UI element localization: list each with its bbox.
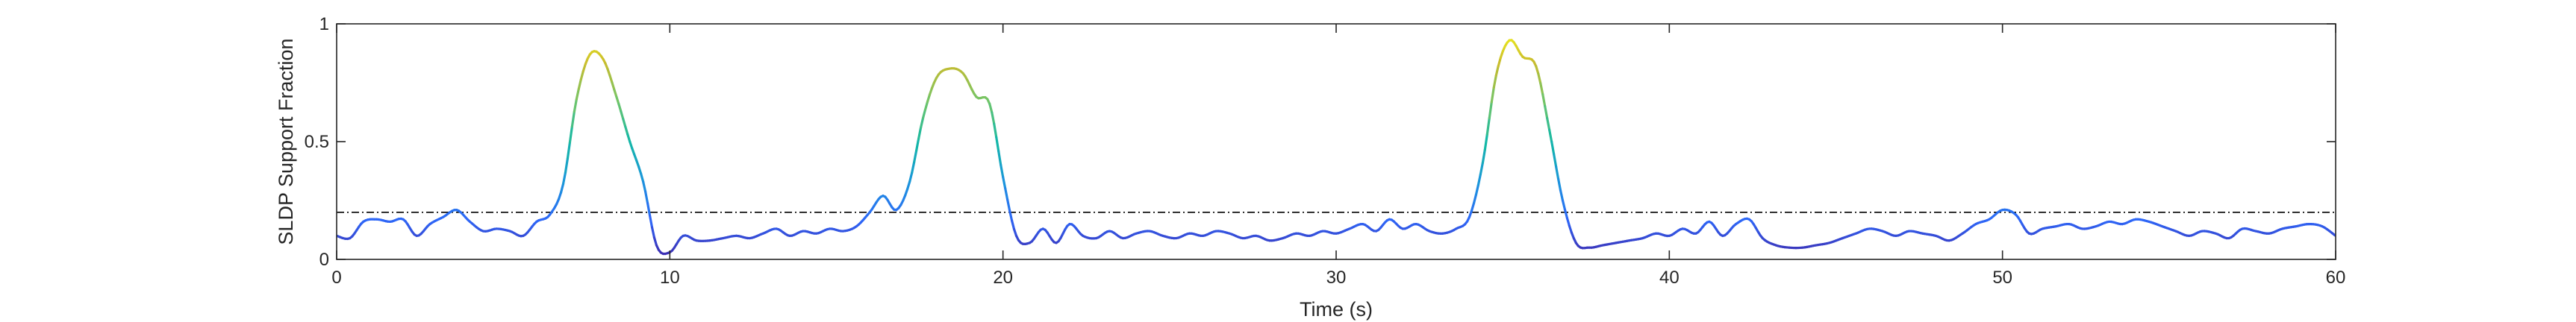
series-line-segment [642, 180, 647, 193]
series-line-segment [1481, 148, 1486, 165]
series-line-segment [637, 165, 643, 175]
series-line-segment [1494, 65, 1500, 78]
series-line-segment [559, 183, 565, 194]
series-line-segment [577, 78, 582, 90]
series-line-segment [921, 108, 927, 119]
series-line-segment [613, 88, 618, 98]
y-tick-label: 1 [319, 14, 329, 34]
series-line-segment [570, 110, 576, 128]
series-line-segment [1006, 198, 1011, 212]
series-line-segment [911, 161, 916, 174]
x-tick-label: 10 [660, 268, 680, 288]
series-line-segment [640, 172, 645, 183]
series-line-segment [1476, 173, 1482, 186]
series-line-segment [1479, 161, 1484, 176]
series-line-segment [564, 157, 570, 174]
series-line-segment [1553, 152, 1558, 168]
series-line-segment [995, 136, 1000, 153]
series-line-segment [1544, 104, 1549, 120]
x-tick-label: 50 [1992, 268, 2012, 288]
series-line-segment [1535, 65, 1540, 75]
series-line-segment [1474, 183, 1480, 196]
series-line-segment [1483, 133, 1488, 151]
series-line-segment [1488, 101, 1493, 119]
series-line-segment [608, 74, 614, 84]
series-line-segment [617, 102, 623, 113]
series-line-segment [1556, 177, 1562, 192]
series-line-segment [1472, 193, 1478, 205]
series-line-segment [1563, 208, 1569, 220]
series-line-segment [1537, 72, 1542, 85]
series-line-segment [624, 125, 629, 136]
series-line-segment [568, 125, 574, 144]
series-line-segment [1485, 116, 1491, 136]
series-line-segment [915, 137, 920, 152]
series-line-segment [1010, 219, 1016, 231]
y-tick-label: 0.5 [305, 132, 329, 152]
series-line-segment [1559, 189, 1565, 202]
series-line-segment [575, 87, 580, 101]
series-line-segment [991, 111, 996, 125]
series-line-segment [919, 116, 925, 129]
series-line-segment [999, 163, 1005, 178]
series-line-segment [906, 180, 911, 191]
x-tick-label: 0 [331, 268, 341, 288]
series-line-segment [1548, 128, 1553, 143]
data-series-line [337, 39, 2336, 256]
x-tick-label: 20 [993, 268, 1013, 288]
series-line-segment [646, 202, 652, 217]
series-line-segment [573, 98, 578, 113]
series-line-segment [1004, 186, 1009, 201]
series-line-segment [611, 81, 616, 92]
series-line-segment [988, 102, 994, 114]
series-line-segment [997, 150, 1002, 166]
series-line-segment [1554, 165, 1560, 180]
x-tick-label: 40 [1659, 268, 1680, 288]
series-line-segment [993, 122, 998, 139]
x-axis-label: Time (s) [1300, 298, 1373, 321]
series-line-segment [923, 101, 929, 111]
y-axis-label: SLDP Support Fraction [275, 38, 297, 244]
series-line-segment [626, 133, 631, 143]
series-line-segment [566, 141, 572, 160]
series-line-segment [648, 214, 654, 229]
series-line-segment [1492, 74, 1497, 89]
plot-frame [336, 23, 2336, 260]
series-line-segment [620, 110, 625, 121]
series-line-segment [1565, 217, 1571, 227]
series-line-segment [643, 190, 649, 205]
series-line-segment [561, 171, 567, 186]
series-line-segment [1002, 175, 1007, 190]
x-tick-label: 30 [1326, 268, 1347, 288]
series-line-segment [1561, 199, 1567, 211]
series-line-segment [579, 69, 584, 81]
series-line-segment [926, 93, 932, 104]
series-line-segment [1546, 116, 1551, 131]
series-line-segment [615, 95, 620, 106]
series-line-segment [652, 236, 658, 247]
x-tick-label: 60 [2326, 268, 2346, 288]
series-line-segment [622, 118, 627, 128]
series-line-segment [1539, 81, 1544, 96]
series-line-segment [1497, 57, 1502, 68]
plot-background [337, 24, 2336, 259]
y-tick-labels: 00.51 [305, 14, 329, 270]
series-line-segment [1490, 86, 1495, 104]
y-tick-label: 0 [319, 250, 329, 270]
series-line-segment [913, 149, 918, 164]
x-tick-labels: 0 10 20 30 40 50 60 [331, 268, 2345, 288]
series-line-segment [1541, 92, 1547, 107]
series-line-segment [917, 126, 923, 140]
series-line-segment [650, 226, 656, 239]
series-line-segment [908, 171, 914, 183]
series-line-segment [581, 63, 587, 73]
series-line-segment [1550, 140, 1556, 156]
series-line-segment [1470, 202, 1476, 212]
series-line-segment [1008, 209, 1014, 222]
